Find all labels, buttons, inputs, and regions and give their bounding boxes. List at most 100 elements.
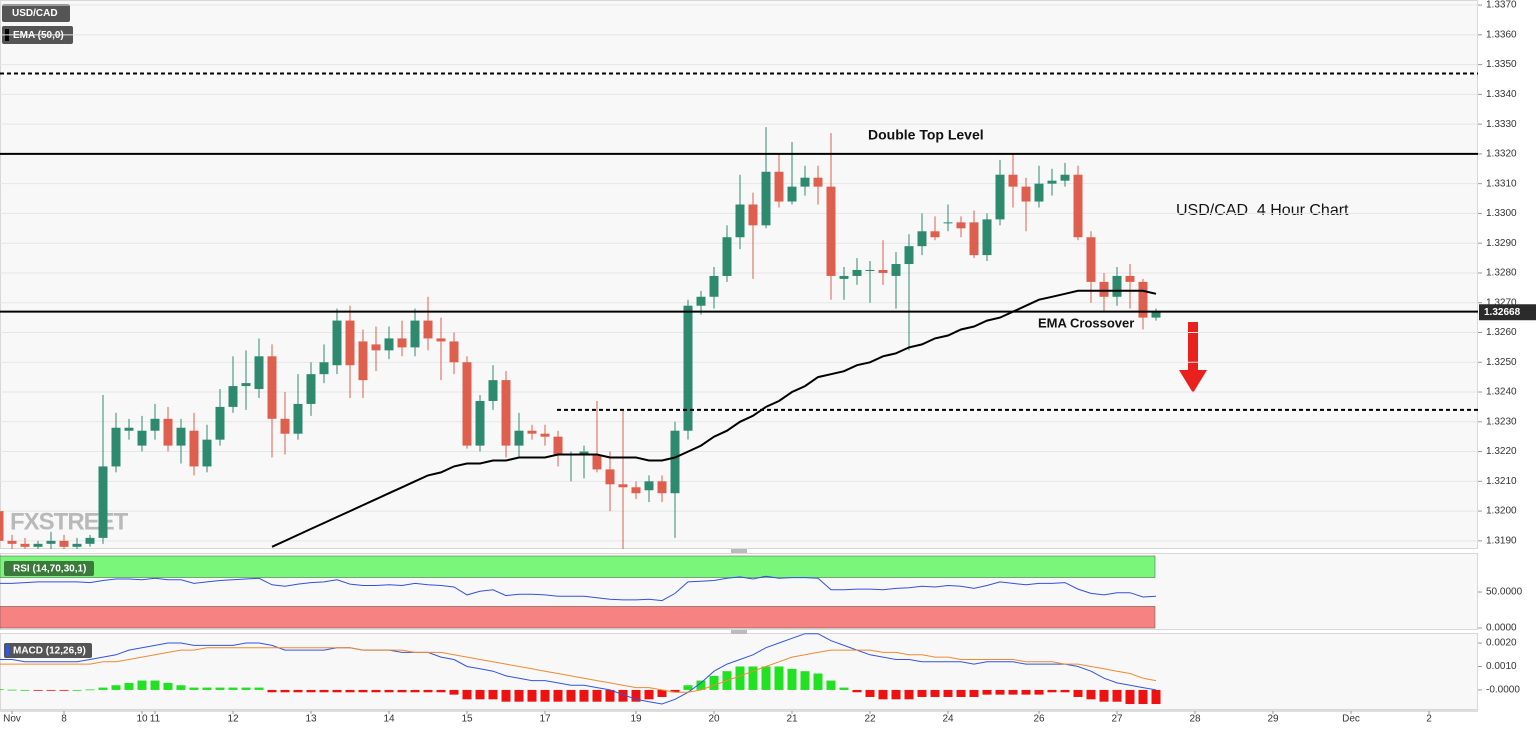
candle-body [592, 454, 602, 470]
histogram-bar [384, 689, 394, 693]
rsi-zone [0, 606, 1156, 629]
panel-layer [0, 555, 1157, 629]
histogram-bar [358, 689, 368, 693]
candle-body [215, 406, 225, 440]
candle-body [163, 418, 173, 446]
candle-body [332, 320, 342, 366]
rsi-line [0, 575, 1157, 602]
candle-body [436, 338, 446, 342]
candle-body [774, 171, 784, 202]
histogram-bar [423, 689, 433, 693]
panel-handle[interactable] [731, 630, 747, 634]
annotation: EMA Crossover [1038, 315, 1134, 330]
histogram-bar [878, 689, 888, 700]
candle-body [657, 481, 667, 494]
histogram-bar [345, 689, 355, 693]
histogram-bar [670, 689, 680, 693]
candle-body [59, 540, 69, 547]
x-tick-label: 10 [136, 714, 148, 725]
x-tick-label: 11 [150, 714, 161, 725]
histogram-bar [189, 687, 199, 690]
y-tick-label: 1.3270 [1486, 297, 1517, 308]
candle-body [371, 344, 381, 351]
candle-body [319, 362, 329, 375]
histogram-bar [553, 689, 563, 702]
histogram-bar [514, 689, 524, 702]
candle-body [527, 430, 537, 434]
candle-body [293, 403, 303, 434]
histogram-bar [904, 689, 914, 700]
candle-body [475, 400, 485, 446]
candle-body [267, 356, 277, 419]
candle-body [410, 320, 420, 348]
signal-line [0, 647, 1157, 693]
histogram-bar [98, 687, 108, 690]
panel-handle[interactable] [731, 549, 747, 553]
y-tick-label: -0.0000 [1486, 685, 1520, 696]
y-tick-label: 1.3330 [1486, 119, 1517, 130]
candle-body [1021, 186, 1031, 202]
histogram-bar [748, 666, 758, 690]
y-tick-label: 1.3200 [1486, 506, 1517, 517]
histogram-bar [436, 689, 446, 693]
histogram-bar [527, 689, 537, 702]
panel-layer [0, 4, 1478, 549]
histogram-bar [241, 687, 251, 690]
rsi-zone [0, 555, 1156, 578]
macd-line [0, 633, 1157, 705]
histogram-bar [46, 689, 56, 691]
histogram-bar [332, 689, 342, 693]
histogram-bar [774, 666, 784, 690]
histogram-bar [631, 689, 641, 702]
candle-body [579, 451, 589, 455]
candle-body [46, 540, 56, 544]
x-tick-label: 24 [942, 714, 954, 725]
histogram-bar [72, 689, 82, 691]
histogram-bar [7, 689, 17, 691]
candle-body [124, 427, 134, 431]
histogram-bar [488, 689, 498, 700]
panel-label-swatch [6, 645, 9, 656]
histogram-bar [1112, 689, 1122, 702]
candle-body [800, 177, 810, 187]
y-tick-label: 1.3250 [1486, 357, 1517, 368]
candle-body [748, 204, 758, 226]
candle-body [670, 430, 680, 494]
histogram-bar [592, 689, 602, 702]
histogram-bar [956, 689, 966, 697]
candle-body [956, 222, 966, 229]
histogram-bar [254, 687, 264, 690]
y-tick-label: 1.3220 [1486, 446, 1517, 457]
candle-body [98, 466, 108, 538]
y-tick-label: 1.3360 [1486, 29, 1517, 40]
candle-body [1034, 183, 1044, 202]
histogram-bar [0, 689, 4, 691]
candle-body [904, 246, 914, 265]
ema-line [271, 289, 1157, 548]
candle-body [605, 469, 615, 485]
legend-box[interactable] [2, 4, 70, 22]
candle-body [735, 204, 745, 238]
y-tick-label: 1.3310 [1486, 178, 1517, 189]
candle-body [280, 418, 290, 434]
histogram-bar [202, 687, 212, 690]
histogram-bar [1086, 689, 1096, 700]
y-tick-label: 1.3350 [1486, 59, 1517, 70]
histogram-bar [709, 675, 719, 690]
y-tick-label: 1.3280 [1486, 268, 1517, 279]
histogram-bar [1099, 689, 1109, 702]
histogram-bar [33, 689, 43, 691]
y-tick-label: 0.0000 [1486, 623, 1517, 634]
histogram-bar [618, 689, 628, 702]
candle-body [761, 171, 771, 226]
y-tick-label: 1.3190 [1486, 535, 1517, 546]
histogram-bar [930, 689, 940, 697]
histogram-bar [787, 668, 797, 690]
candle-body [1099, 281, 1109, 297]
histogram-bar [969, 689, 979, 697]
x-tick-label: 8 [61, 714, 67, 725]
candle-body [397, 338, 407, 348]
candle-body [462, 362, 472, 446]
candle-body [1047, 180, 1057, 184]
